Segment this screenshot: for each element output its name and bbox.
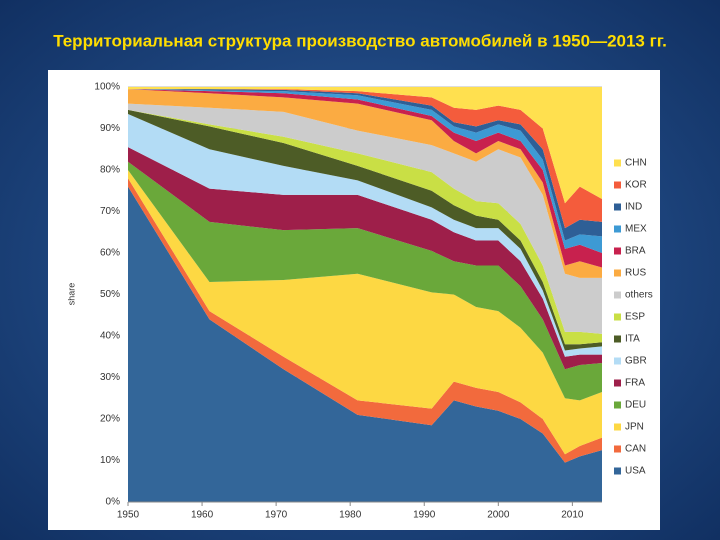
y-tick-label: 40% xyxy=(100,331,120,342)
legend-swatch xyxy=(614,335,621,343)
chart-title: Территориальная структура производство а… xyxy=(53,31,667,50)
legend-label: ESP xyxy=(625,312,645,323)
x-tick-label: 2000 xyxy=(487,510,510,521)
y-tick-label: 90% xyxy=(100,123,120,134)
y-tick-label: 60% xyxy=(100,248,120,259)
y-tick-label: 10% xyxy=(100,455,120,466)
legend-swatch xyxy=(614,401,621,409)
x-tick-label: 1970 xyxy=(265,510,288,521)
legend-swatch xyxy=(614,247,621,255)
legend-label: DEU xyxy=(625,400,646,411)
legend-label: GBR xyxy=(625,356,647,367)
legend-swatch xyxy=(614,203,621,211)
legend-swatch xyxy=(614,225,621,233)
legend-label: CAN xyxy=(625,444,646,455)
area xyxy=(128,186,602,502)
area xyxy=(128,147,602,370)
area xyxy=(128,109,602,345)
legend-label: RUS xyxy=(625,268,646,279)
y-tick-label: 30% xyxy=(100,372,120,383)
x-tick-label: 1990 xyxy=(413,510,436,521)
x-tick-label: 1960 xyxy=(191,510,214,521)
legend-swatch xyxy=(614,181,621,189)
x-tick-label: 1950 xyxy=(117,510,140,521)
legend-swatch xyxy=(614,313,621,321)
legend-label: MEX xyxy=(625,224,647,235)
legend-swatch xyxy=(614,269,621,277)
area xyxy=(128,170,602,455)
legend-label: FRA xyxy=(625,378,645,389)
area xyxy=(128,89,602,241)
legend-swatch xyxy=(614,379,621,387)
y-tick-label: 20% xyxy=(100,414,120,425)
y-tick-label: 80% xyxy=(100,165,120,176)
legend-label: others xyxy=(625,290,653,301)
legend-swatch xyxy=(614,357,621,365)
legend-label: KOR xyxy=(625,180,647,191)
legend-label: USA xyxy=(625,466,646,477)
area xyxy=(128,87,602,204)
legend-label: JPN xyxy=(625,422,644,433)
x-tick-label: 1980 xyxy=(339,510,362,521)
y-tick-label: 0% xyxy=(106,497,121,508)
y-tick-label: 70% xyxy=(100,206,120,217)
area xyxy=(128,89,602,278)
legend-swatch xyxy=(614,445,621,453)
area xyxy=(128,178,602,463)
x-tick-label: 2010 xyxy=(561,510,584,521)
area xyxy=(128,109,602,351)
area xyxy=(128,89,602,253)
legend-label: ITA xyxy=(625,334,640,345)
y-axis-title: share xyxy=(66,283,76,306)
legend-swatch xyxy=(614,291,621,299)
area xyxy=(128,89,602,229)
legend-label: CHN xyxy=(625,158,647,169)
legend-label: IND xyxy=(625,202,642,213)
legend-label: BRA xyxy=(625,246,646,257)
legend-swatch xyxy=(614,423,621,431)
area xyxy=(128,113,602,357)
legend-swatch xyxy=(614,159,621,167)
y-tick-label: 50% xyxy=(100,289,120,300)
area xyxy=(128,161,602,401)
area xyxy=(128,103,602,334)
y-tick-label: 100% xyxy=(94,82,120,93)
legend-swatch xyxy=(614,467,621,475)
